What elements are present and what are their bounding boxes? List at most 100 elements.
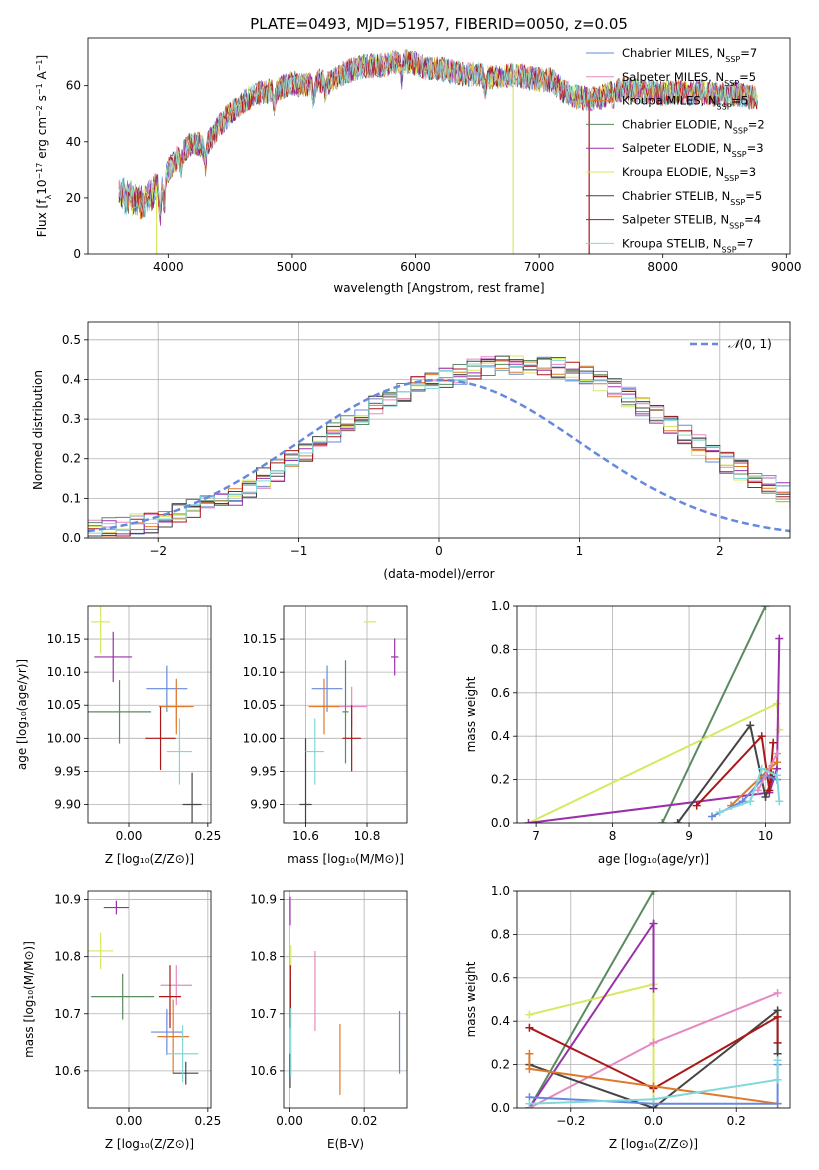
residual-histogram-panel: −2 −1 0 1 2 0.0 0.1 0.2 0.3 0.4 0.5 (data-model)/er…: [31, 321, 791, 581]
axes-frame: [87, 605, 212, 824]
y-tick-label: 0.8: [491, 642, 510, 656]
y-tick-label: 0.2: [491, 1058, 510, 1072]
x-tick-label: 6000: [400, 260, 431, 274]
error-bar-kroupa-elodie: [91, 606, 111, 654]
mass-weight-line-kroupa-elodie: [525, 980, 658, 1108]
y-tick-label: 10.05: [47, 698, 81, 712]
error-bar-chabrier-elodie: [91, 973, 155, 1020]
y-tick-label: 0.4: [491, 1014, 510, 1028]
x-tick-label: 10.8: [354, 829, 381, 843]
figure-title: PLATE=0493, MJD=51957, FIBERID=0050, z=0…: [250, 15, 628, 33]
error-bar-salpeter-stelib: [158, 965, 182, 1029]
y-tick-label: 0.2: [62, 452, 81, 466]
error-bar-chabrier-miles: [146, 665, 188, 712]
error-bar-salpeter-elodie: [391, 638, 399, 676]
x-tick-label: 0.25: [194, 1114, 221, 1128]
legend-label: Kroupa STELIB, NSSP=7: [622, 236, 753, 254]
mass-weight-line-kroupa-miles: [525, 1049, 782, 1108]
x-tick-label: 5000: [277, 260, 308, 274]
x-tick-label: 0.0: [644, 1114, 663, 1128]
y-axis-label: Flux [fλ10−17 erg cm−2 s−1 A−1]: [35, 55, 53, 237]
histogram-kroupa-stelib: [88, 359, 790, 534]
plot-area: [289, 896, 401, 1095]
error-bar-chabrier-stelib: [299, 738, 312, 823]
axes-frame: [516, 605, 791, 824]
x-tick-label: 7000: [524, 260, 555, 274]
spectrum-legend: Chabrier MILES, NSSP=7 Salpeter MILES, NS…: [586, 46, 765, 254]
mass-weight-line-kroupa-stelib: [525, 1056, 782, 1108]
error-bar-chabrier-miles: [151, 1009, 183, 1055]
y-tick-label: 10.15: [243, 632, 277, 646]
spectrum-line-salpeter-stelib: [118, 51, 758, 220]
mass-weight-vs-metallicity-panel: −0.2 0.0 0.2 0.0 0.2 0.4 0.6 0.8 1.0 Z [log₁₀(Z/Z…: [464, 884, 791, 1151]
error-bar-chabrier-stelib: [182, 772, 202, 823]
y-tick-label: 10.00: [243, 731, 277, 745]
y-tick-label: 0: [73, 247, 81, 261]
error-bar-chabrier-miles: [311, 665, 343, 712]
y-tick-label: 1.0: [491, 884, 510, 898]
spectrum-line-salpeter-elodie: [118, 49, 758, 226]
y-tick-label: 60: [66, 79, 81, 93]
y-tick-label: 0.1: [62, 491, 81, 505]
y-tick-label: 10.8: [54, 950, 81, 964]
legend-label: Salpeter MILES, NSSP=5: [622, 70, 756, 88]
error-bar-kroupa-stelib: [166, 718, 193, 785]
error-bar-kroupa-miles: [308, 678, 340, 735]
x-tick-label: 4000: [153, 260, 184, 274]
y-tick-label: 0.0: [62, 531, 81, 545]
age-vs-mass-panel: 10.6 10.8 9.90 9.95 10.00 10.05 10.10 10.15 mass…: [243, 605, 408, 866]
error-bar-kroupa-elodie: [88, 932, 114, 970]
x-tick-label: 0.00: [116, 1114, 143, 1128]
error-bar-kroupa-miles: [158, 678, 194, 735]
x-tick-label: 8000: [647, 260, 678, 274]
error-bar-salpeter-miles: [160, 965, 193, 1006]
error-bar-salpeter-elodie: [94, 631, 133, 683]
legend-label: Salpeter STELIB, NSSP=4: [622, 213, 761, 231]
x-tick-label: 0.00: [276, 1114, 303, 1128]
plot-area: [299, 621, 399, 823]
x-axis-label: (data-model)/error: [383, 567, 494, 581]
error-bar-salpeter-stelib: [342, 705, 361, 772]
y-tick-label: 10.10: [47, 665, 81, 679]
plot-area: [524, 606, 784, 823]
legend-label: Kroupa MILES, NSSP=5: [622, 94, 748, 112]
y-tick-label: 10.10: [243, 665, 277, 679]
y-axis-label: mass weight: [464, 676, 478, 752]
y-tick-label: 10.15: [47, 632, 81, 646]
x-tick-label: 10: [758, 829, 773, 843]
age-vs-metallicity-panel: 0.00 0.25 9.90 9.95 10.00 10.05 10.10 10.15 Z [l…: [15, 605, 221, 866]
legend-label: 𝒩(0, 1): [728, 337, 772, 351]
legend-label: Kroupa ELODIE, NSSP=3: [622, 165, 756, 183]
y-tick-label: 10.6: [250, 1064, 277, 1078]
y-tick-label: 9.90: [250, 797, 277, 811]
y-tick-label: 10.9: [54, 893, 81, 907]
y-tick-label: 20: [66, 191, 81, 205]
axes-frame: [87, 321, 791, 539]
axes-frame: [516, 890, 791, 1109]
y-tick-label: 0.8: [491, 927, 510, 941]
y-axis-label: mass weight: [464, 961, 478, 1037]
x-tick-label: 9: [685, 829, 693, 843]
y-tick-label: 10.8: [250, 950, 277, 964]
y-tick-label: 10.05: [243, 698, 277, 712]
y-tick-label: 10.7: [54, 1007, 81, 1021]
x-tick-label: −2: [149, 544, 167, 558]
y-tick-label: 0.0: [491, 1101, 510, 1115]
y-axis-label: age [log₁₀(age/yr)]: [15, 659, 29, 770]
y-tick-label: 9.95: [54, 764, 81, 778]
x-tick-label: 7: [532, 829, 540, 843]
mass-weight-line-chabrier-elodie: [658, 606, 770, 823]
x-tick-label: 0.2: [727, 1114, 746, 1128]
x-axis-label: Z [log₁₀(Z/Z⊙)]: [105, 1137, 194, 1151]
axes-frame: [87, 37, 791, 255]
y-tick-label: 40: [66, 135, 81, 149]
plot-area: [525, 891, 782, 1108]
plot-area: [88, 606, 202, 823]
legend-label: Chabrier STELIB, NSSP=5: [622, 189, 762, 207]
error-bar-chabrier-stelib: [173, 1061, 199, 1085]
error-bar-salpeter-elodie: [103, 900, 129, 915]
mass-weight-vs-age-panel: 7 8 9 10 0.0 0.2 0.4 0.6 0.8 1.0 age [log₁₀(age/yr…: [464, 599, 791, 866]
legend-label: Chabrier MILES, NSSP=7: [622, 46, 757, 64]
plot-area: [118, 49, 758, 254]
